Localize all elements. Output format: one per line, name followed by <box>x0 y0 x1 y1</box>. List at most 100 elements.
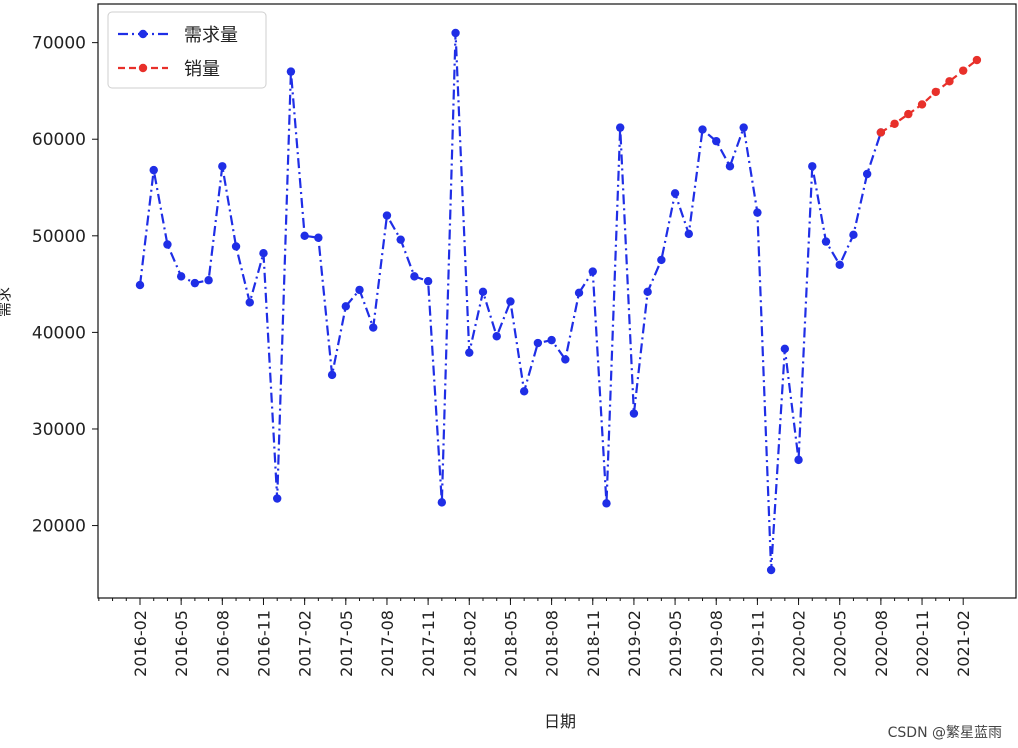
data-point <box>245 298 254 307</box>
x-tick-label: 2016-02 <box>131 610 150 677</box>
legend-marker <box>138 29 148 39</box>
data-point <box>355 285 364 295</box>
x-tick-label: 2020-08 <box>872 610 891 677</box>
x-tick-label: 2016-11 <box>254 610 273 677</box>
x-tick-label: 2017-05 <box>337 610 356 677</box>
data-point <box>478 287 488 297</box>
x-tick-label: 2017-08 <box>378 610 397 677</box>
data-point <box>670 189 680 198</box>
data-point <box>766 565 776 575</box>
data-point <box>451 28 460 38</box>
data-point <box>533 338 543 348</box>
data-point <box>314 233 323 242</box>
x-axis: 2016-02 2016-05 2016-08 2016-11 2017-02 2017-… <box>98 598 973 677</box>
data-point <box>904 109 913 119</box>
data-point <box>945 77 954 86</box>
data-point <box>561 355 570 364</box>
data-point <box>437 498 447 507</box>
data-point <box>149 165 158 175</box>
data-point <box>506 297 515 306</box>
data-point <box>917 100 927 109</box>
data-point <box>204 276 213 285</box>
x-tick-label: 2018-08 <box>543 610 562 677</box>
y-tick-label: 60000 <box>32 130 86 150</box>
data-point <box>876 128 886 137</box>
data-point <box>780 344 790 354</box>
data-point <box>300 231 309 241</box>
x-tick-label: 2016-05 <box>172 610 191 677</box>
data-point <box>972 55 982 65</box>
data-point <box>753 208 762 217</box>
y-tick-label: 30000 <box>32 420 86 440</box>
data-point <box>835 260 844 269</box>
data-point <box>190 278 200 288</box>
x-tick-label: 2020-02 <box>790 610 809 677</box>
series-layer <box>135 28 982 575</box>
data-point <box>396 235 405 244</box>
x-tick-label: 2020-05 <box>831 610 850 677</box>
plot-frame <box>97 3 1017 599</box>
data-point <box>931 87 940 97</box>
data-point <box>698 125 707 134</box>
x-axis-title: 日期 <box>544 712 576 731</box>
y-tick-label: 20000 <box>32 517 86 537</box>
legend-label: 销量 <box>184 59 220 80</box>
x-tick-label: 2019-02 <box>625 610 644 677</box>
data-point <box>712 136 721 146</box>
x-tick-label: 2018-05 <box>501 610 520 677</box>
data-point <box>890 119 899 128</box>
data-point <box>574 288 584 297</box>
data-point <box>163 240 172 249</box>
data-point <box>286 67 296 76</box>
data-point <box>725 162 735 171</box>
x-tick-label: 2019-05 <box>666 610 685 677</box>
x-tick-label: 2017-11 <box>419 610 438 677</box>
data-point <box>176 272 186 281</box>
legend-marker <box>138 63 148 73</box>
x-tick-label: 2019-11 <box>748 610 767 677</box>
data-point <box>588 267 597 276</box>
data-point <box>423 277 433 286</box>
y-axis-title: 需求 <box>0 287 13 317</box>
data-point <box>739 123 748 132</box>
data-point <box>629 409 639 418</box>
data-point <box>259 248 268 258</box>
data-point <box>821 237 831 246</box>
y-tick-label: 40000 <box>32 323 86 343</box>
x-tick-label: 2020-11 <box>913 610 932 677</box>
data-point <box>382 211 392 220</box>
data-point <box>218 162 227 171</box>
data-point <box>465 348 474 357</box>
y-tick-label: 70000 <box>32 34 86 54</box>
watermark: CSDN @繁星蓝雨 <box>887 725 1002 741</box>
data-point <box>327 370 337 380</box>
x-tick-label: 2017-02 <box>296 610 315 677</box>
data-point <box>519 387 529 396</box>
data-point <box>959 66 968 75</box>
data-point <box>657 255 666 265</box>
data-point <box>369 323 378 332</box>
y-axis: 20000 30000 40000 50000 60000 70000 <box>32 34 98 537</box>
data-point <box>808 162 817 171</box>
data-point <box>794 455 803 465</box>
legend-box <box>107 11 267 89</box>
y-tick-label: 50000 <box>32 227 86 247</box>
data-point <box>602 499 611 508</box>
data-point <box>643 287 652 297</box>
data-point <box>231 242 241 251</box>
data-point <box>492 332 501 341</box>
data-point <box>547 335 556 345</box>
x-tick-label: 2021-02 <box>954 610 973 677</box>
data-point <box>862 169 872 179</box>
data-point <box>410 272 419 281</box>
plot-area <box>97 3 1017 599</box>
x-tick-label: 2019-08 <box>707 610 726 677</box>
legend-label: 需求量 <box>184 25 238 46</box>
x-tick-label: 2018-11 <box>584 610 603 677</box>
data-point <box>135 280 145 290</box>
data-point <box>273 494 282 503</box>
x-tick-label: 2016-08 <box>213 610 232 677</box>
x-tick-label: 2018-02 <box>460 610 479 677</box>
